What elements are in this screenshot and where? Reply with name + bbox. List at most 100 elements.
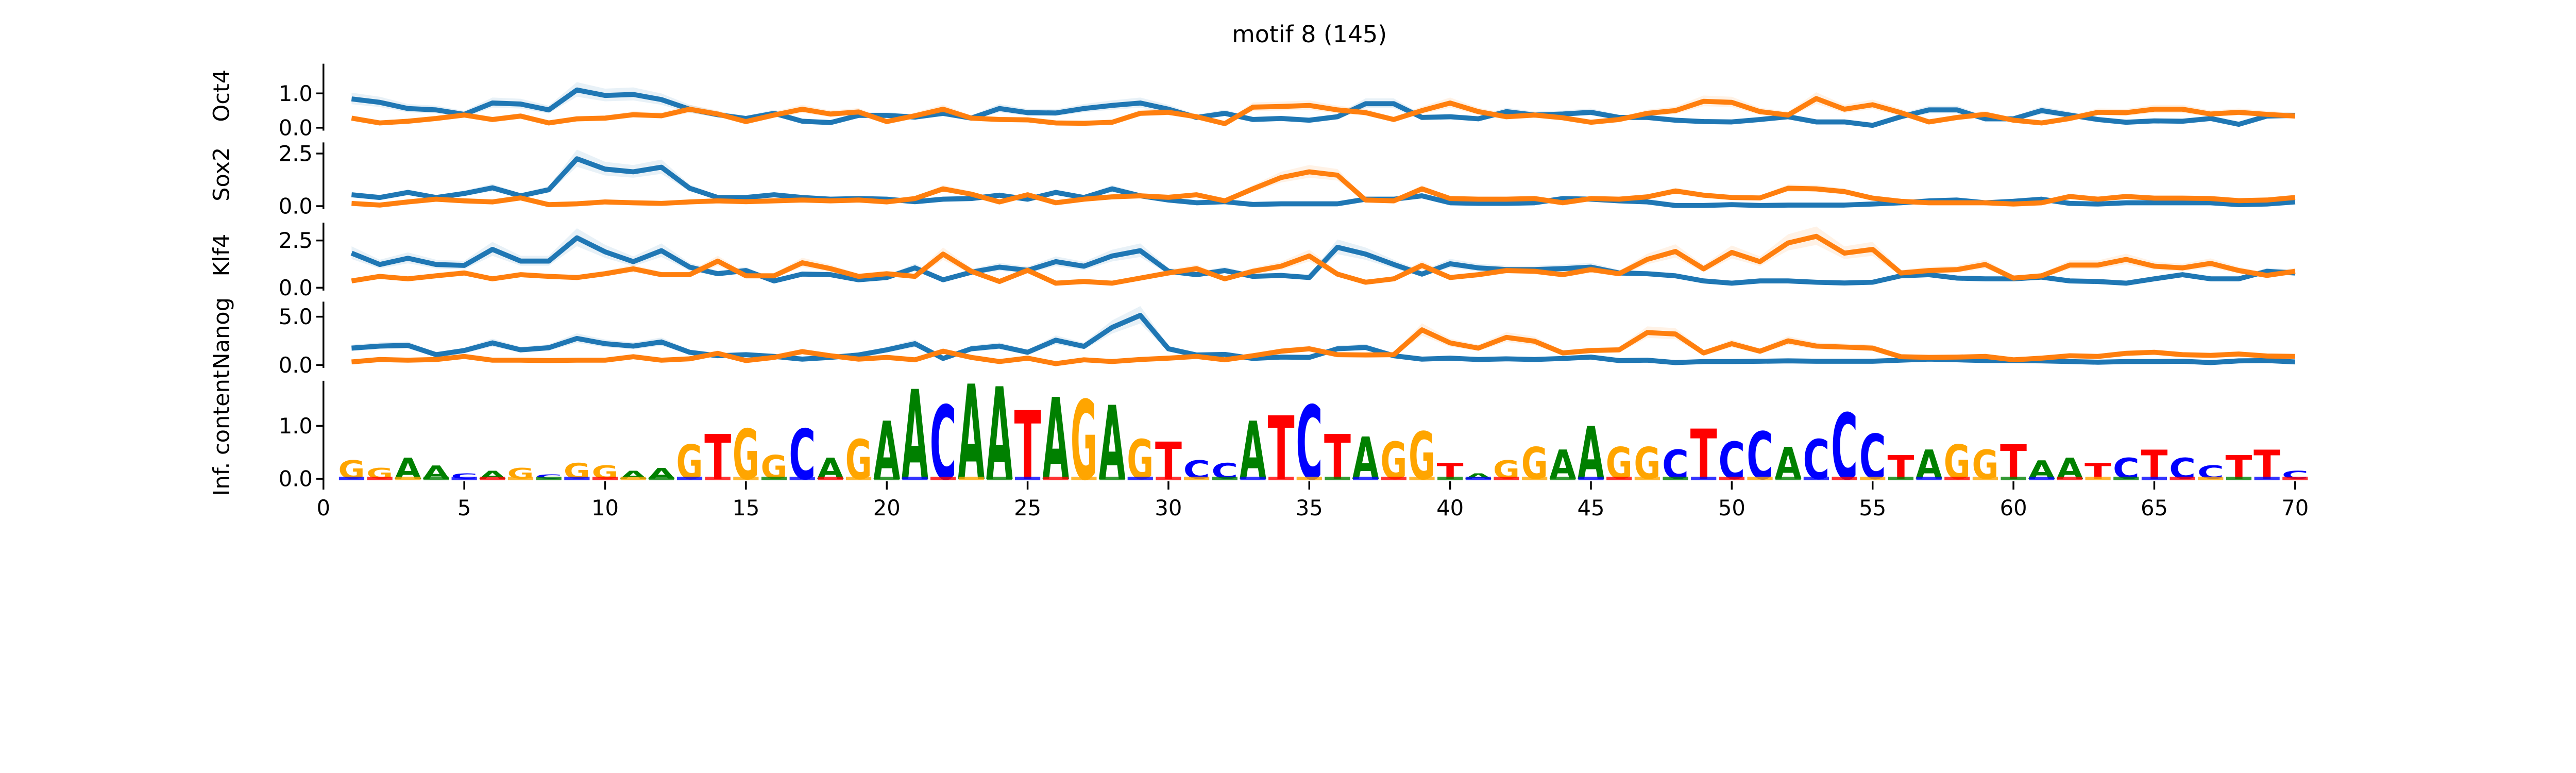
logo-letter-g: G <box>338 456 365 485</box>
chart-title: motif 8 (145) <box>1232 20 1387 48</box>
logo-letter-a: A <box>1042 375 1069 506</box>
logo-minor-letters <box>874 476 900 480</box>
x-tick-label: 60 <box>2000 495 2027 520</box>
logo-minor-letters <box>2029 476 2055 480</box>
logo-minor-letters <box>2113 476 2139 480</box>
logo-minor-letters <box>592 476 618 480</box>
logo-letter-g: G <box>761 448 788 486</box>
x-tick-label: 65 <box>2141 495 2168 520</box>
logo-letter-a: A <box>1099 384 1126 502</box>
logo-letter-g: G <box>1071 378 1097 505</box>
logo-letter-t: T <box>2084 459 2111 484</box>
y-tick-label: 2.5 <box>279 141 313 166</box>
logo-minor-letters <box>1268 476 1294 480</box>
logo-letter-t: T <box>1324 422 1351 494</box>
logo-minor-letters <box>1381 476 1406 480</box>
x-tick-label: 45 <box>1578 495 1605 520</box>
x-tick-label: 5 <box>457 495 471 520</box>
logo-minor-letters <box>1465 476 1491 480</box>
logo-minor-letters <box>958 476 984 480</box>
logo-letter-c: C <box>2169 452 2196 486</box>
logo-letter-t: T <box>2253 443 2280 489</box>
x-tick-label: 70 <box>2281 495 2309 520</box>
logo-letter-t: T <box>2226 448 2252 486</box>
logo-minor-letters <box>676 476 703 480</box>
logo-minor-letters <box>2282 476 2308 480</box>
logo-minor-letters <box>1606 476 1632 480</box>
logo-letter-c: C <box>1662 443 1689 489</box>
logo-letter-a: A <box>1240 406 1266 498</box>
logo-minor-letters <box>367 476 393 480</box>
logo-minor-letters <box>987 476 1012 480</box>
series-line <box>351 327 2295 366</box>
y-axis-label: Inf. content <box>209 370 234 496</box>
logo-letter-a: A <box>958 358 985 510</box>
logo-minor-letters <box>1325 476 1350 480</box>
logo-minor-letters <box>1409 476 1435 480</box>
panel-klf4: 0.0 2.5 Klf4 <box>209 222 2296 300</box>
logo-letter-g: G <box>1493 456 1520 485</box>
logo-letter-c: C <box>1831 395 1858 500</box>
logo-minor-letters <box>1860 476 1886 480</box>
logo-letter-g: G <box>1944 436 1971 491</box>
y-tick-label: 2.5 <box>279 228 313 253</box>
y-axis-label: Sox2 <box>209 147 234 201</box>
y-axis-label: Oct4 <box>209 70 234 122</box>
logo-letter-t: T <box>1887 448 1914 486</box>
y-tick-label: 0.0 <box>279 466 313 492</box>
logo-letter-g: G <box>1972 443 1998 489</box>
y-axis-label: Nanog <box>209 297 234 369</box>
logo-letter-a: A <box>2028 456 2055 485</box>
x-tick-label: 40 <box>1436 495 1464 520</box>
logo-letter-a: A <box>817 452 844 486</box>
logo-minor-letters <box>1719 476 1744 480</box>
logo-minor-letters <box>1437 476 1463 480</box>
logo-minor-letters <box>649 476 674 480</box>
logo-letter-t: T <box>1690 415 1717 496</box>
logo-minor-letters <box>1156 476 1181 480</box>
y-tick-label: 1.0 <box>279 413 313 439</box>
logo-minor-letters <box>1634 476 1660 480</box>
logo-minor-letters <box>1522 476 1548 480</box>
logo-minor-letters <box>338 476 365 480</box>
logo-minor-letters <box>902 476 928 480</box>
logo-minor-letters <box>423 476 449 480</box>
figure: motif 8 (145) 0.0 1.0 Oct4 0.0 2.5 Sox2 0.0 2.5… <box>209 20 2309 520</box>
logo-minor-letters <box>1663 476 1688 480</box>
logo-minor-letters <box>620 476 646 480</box>
logo-letter-g: G <box>564 459 590 484</box>
logo-minor-letters <box>705 476 731 480</box>
x-tick-label: 55 <box>1859 495 1886 520</box>
logo-letter-t: T <box>704 422 731 494</box>
logo-letter-a: A <box>1775 439 1802 490</box>
logo-minor-letters <box>1775 476 1801 480</box>
logo-minor-letters <box>1832 476 1857 480</box>
y-tick-label: 1.0 <box>279 81 313 106</box>
logo-letter-g: G <box>845 429 872 492</box>
logo-letter-c: C <box>789 415 816 496</box>
motif-chart: motif 8 (145) 0.01.0Oct40.02.5Sox20.02.5… <box>209 20 2309 520</box>
y-tick-label: 0.0 <box>279 275 313 300</box>
logo-minor-letters <box>2141 476 2167 480</box>
logo-letter-g: G <box>1606 439 1633 490</box>
logo-minor-letters <box>1691 476 1717 480</box>
logo-letter-g: G <box>676 436 703 491</box>
logo-letter-g: G <box>1127 429 1154 492</box>
line-panels: 0.01.0Oct40.02.5Sox20.02.5Klf40.05.0Nano… <box>209 63 2296 378</box>
logo-minor-letters <box>1184 476 1210 480</box>
logo-minor-letters <box>1014 476 1041 480</box>
logo-minor-letters <box>507 476 534 480</box>
logo-minor-letters <box>1747 476 1773 480</box>
logo-minor-letters <box>564 476 590 480</box>
logo-letter-a: A <box>986 361 1013 509</box>
logo-minor-letters <box>1494 476 1519 480</box>
logo-letter-a: A <box>2056 452 2083 486</box>
logo-letter-c: C <box>2113 452 2140 486</box>
logo-minor-letters <box>451 476 477 480</box>
logo-minor-letters <box>480 476 505 480</box>
logo-minor-letters <box>536 476 562 480</box>
series-line <box>351 233 2296 286</box>
logo-letter-a: A <box>395 452 421 486</box>
x-tick-label: 25 <box>1014 495 1041 520</box>
